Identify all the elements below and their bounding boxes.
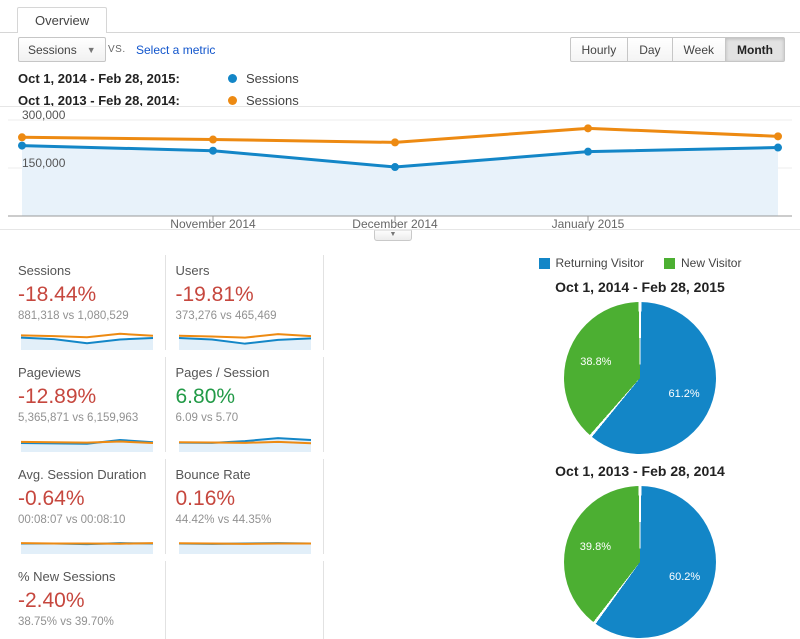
- tab-overview[interactable]: Overview: [17, 7, 108, 33]
- sparkline-chart: [178, 333, 311, 350]
- series-legend: Oct 1, 2014 - Feb 28, 2015: Sessions Oct…: [18, 67, 299, 111]
- card-label: Pages / Session: [175, 365, 270, 380]
- sessions-chart-svg: [8, 119, 792, 221]
- card-row-3: Avg. Session Duration -0.64% 00:08:07 vs…: [8, 459, 324, 554]
- card-pageviews[interactable]: Pageviews -12.89% 5,365,871 vs 6,159,963: [8, 357, 166, 452]
- granularity-month-button[interactable]: Month: [726, 37, 785, 62]
- pie-title-2013-2014: Oct 1, 2013 - Feb 28, 2014: [555, 463, 725, 479]
- visitor-legend: Returning Visitor New Visitor: [490, 256, 790, 270]
- date-range-previous: Oct 1, 2013 - Feb 28, 2014:: [18, 92, 180, 108]
- pie-slice-label: 38.8%: [580, 355, 612, 368]
- pie-title-2014-2015: Oct 1, 2014 - Feb 28, 2015: [555, 279, 725, 295]
- card-label: Avg. Session Duration: [18, 467, 147, 482]
- card-values: 00:08:07 vs 00:08:10: [18, 514, 126, 526]
- card-label: Bounce Rate: [175, 467, 251, 482]
- card-delta: -0.64%: [18, 487, 85, 510]
- series-metric-previous: Sessions: [246, 92, 299, 108]
- card-delta: -12.89%: [18, 385, 97, 408]
- chart-collapse-handle[interactable]: ▼: [374, 230, 412, 241]
- series-metric-current: Sessions: [246, 70, 299, 86]
- sparkline-chart: [20, 438, 154, 452]
- granularity-hourly-button[interactable]: Hourly: [569, 37, 629, 62]
- sessions-line-chart: 300,000 150,000 November 2014 December 2…: [0, 106, 800, 231]
- sparkline-chart: [178, 437, 311, 452]
- chevron-down-icon: ▼: [389, 231, 397, 238]
- card-row-4: % New Sessions -2.40% 38.75% vs 39.70%: [8, 561, 324, 639]
- sparkline-chart: [18, 631, 156, 639]
- granularity-week-button[interactable]: Week: [672, 37, 727, 62]
- card-row-2: Pageviews -12.89% 5,365,871 vs 6,159,963…: [8, 357, 324, 452]
- card-delta: -2.40%: [18, 589, 85, 612]
- granularity-button-group: Hourly Day Week Month: [569, 37, 785, 62]
- card-delta: 0.16%: [175, 487, 236, 510]
- card-label: Users: [175, 263, 210, 278]
- x-axis-tick-january-2015: January 2015: [551, 217, 625, 231]
- card-values: 373,276 vs 465,469: [175, 310, 277, 322]
- card-delta: -18.44%: [18, 283, 97, 306]
- legend-label: New Visitor: [681, 256, 742, 270]
- chevron-down-icon: ▼: [86, 44, 96, 55]
- card-values: 38.75% vs 39.70%: [18, 616, 114, 628]
- visitor-legend-swatch-1: [664, 257, 676, 269]
- toolbar: Sessions ▼ VS. Select a metric Hourly Da…: [0, 37, 800, 63]
- select-a-metric-link[interactable]: Select a metric: [136, 43, 216, 57]
- sparkline-chart: [178, 542, 311, 554]
- pie-slice-label: 60.2%: [668, 570, 701, 583]
- date-range-current: Oct 1, 2014 - Feb 28, 2015:: [18, 70, 180, 86]
- card-users[interactable]: Users -19.81% 373,276 vs 465,469: [166, 255, 324, 350]
- tab-bar: Overview: [0, 0, 800, 33]
- card-percent-new-sessions[interactable]: % New Sessions -2.40% 38.75% vs 39.70%: [8, 561, 166, 639]
- sparkline-chart: [20, 542, 154, 554]
- card-delta: -19.81%: [175, 283, 254, 306]
- card-sessions[interactable]: Sessions -18.44% 881,318 vs 1,080,529: [8, 255, 166, 350]
- card-empty-slot: [166, 561, 324, 639]
- card-values: 5,365,871 vs 6,159,963: [18, 412, 139, 424]
- x-axis-tick-december-2014: December 2014: [352, 217, 438, 231]
- card-label: Sessions: [18, 263, 71, 278]
- metric-selector-value: Sessions: [28, 42, 77, 57]
- pie-slice-label: 39.8%: [579, 541, 611, 554]
- card-label: % New Sessions: [18, 569, 116, 584]
- series-legend-row-current: Oct 1, 2014 - Feb 28, 2015: Sessions: [18, 67, 299, 89]
- card-row-1: Sessions -18.44% 881,318 vs 1,080,529 Us…: [8, 255, 324, 350]
- visitor-type-panel: Returning Visitor New Visitor Oct 1, 201…: [490, 256, 790, 638]
- sparkline-chart: [20, 332, 154, 350]
- y-axis-tick-150000: 150,000: [22, 156, 66, 170]
- metric-cards: Sessions -18.44% 881,318 vs 1,080,529 Us…: [8, 255, 324, 639]
- card-delta: 6.80%: [175, 385, 236, 408]
- series-legend-row-previous: Oct 1, 2013 - Feb 28, 2014: Sessions: [18, 89, 299, 111]
- series-dot-0: [228, 73, 237, 83]
- granularity-day-button[interactable]: Day: [628, 37, 673, 62]
- pie-chart-2014-2015: 61.2% 38.8%: [564, 302, 716, 454]
- card-values: 6.09 vs 5.70: [175, 412, 239, 424]
- card-pages-per-session[interactable]: Pages / Session 6.80% 6.09 vs 5.70: [166, 357, 324, 452]
- card-values: 881,318 vs 1,080,529: [18, 310, 129, 322]
- visitor-legend-swatch-0: [538, 257, 550, 269]
- pie-slice-label: 61.2%: [668, 388, 700, 401]
- pie-chart-2013-2014: 60.2% 39.8%: [564, 486, 716, 638]
- card-avg-session-duration[interactable]: Avg. Session Duration -0.64% 00:08:07 vs…: [8, 459, 166, 554]
- card-values: 44.42% vs 44.35%: [175, 514, 272, 526]
- series-dot-1: [228, 95, 237, 105]
- legend-label: Returning Visitor: [555, 256, 645, 270]
- legend-item-new-visitor: New Visitor: [664, 256, 741, 270]
- y-axis-tick-300000: 300,000: [22, 108, 66, 122]
- metric-selector-dropdown[interactable]: Sessions ▼: [18, 37, 106, 62]
- card-bounce-rate[interactable]: Bounce Rate 0.16% 44.42% vs 44.35%: [166, 459, 324, 554]
- vs-label: VS.: [108, 44, 126, 55]
- x-axis-tick-november-2014: November 2014: [170, 217, 256, 231]
- legend-item-returning-visitor: Returning Visitor: [538, 256, 645, 270]
- card-label: Pageviews: [18, 365, 81, 380]
